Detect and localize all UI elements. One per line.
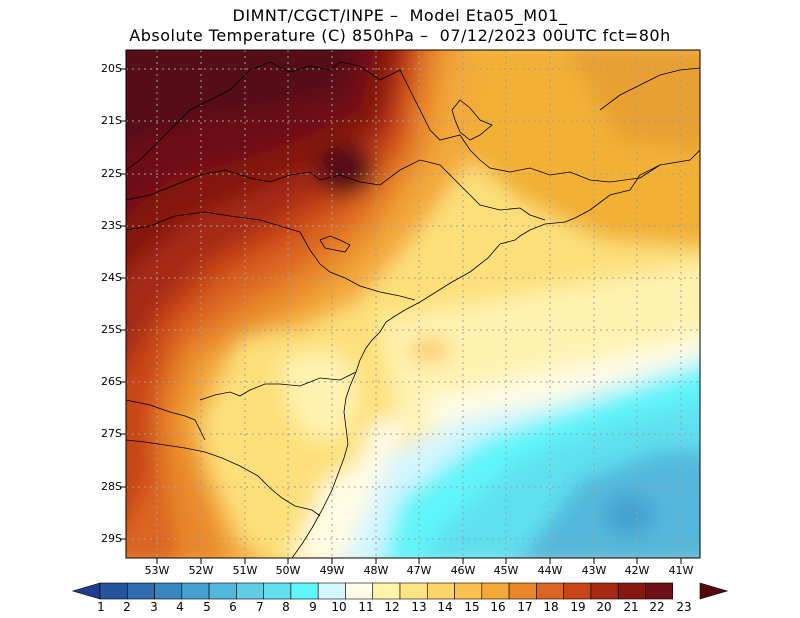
map-title-line-2: Absolute Temperature (C) 850hPa – 07/12/…: [129, 26, 671, 45]
colorbar-swatch: [508, 582, 537, 600]
state-border-mg-north: [249, 61, 661, 183]
colorbar-label: 4: [176, 600, 184, 614]
colorbar-label: 1: [97, 600, 105, 614]
state-border-sp-pr: [126, 211, 416, 301]
lat-label-28s: 28S: [101, 480, 122, 493]
colorbar-label: 5: [203, 600, 211, 614]
colorbar-swatch: [99, 582, 128, 600]
colorbar-swatch: [563, 582, 592, 600]
colorbar-label: 16: [490, 600, 506, 614]
colorbar-label: 2: [123, 600, 131, 614]
colorbar-label: 6: [229, 600, 237, 614]
colorbar-label: 15: [464, 600, 480, 614]
lat-label-23s: 23S: [101, 219, 122, 232]
colorbar: [71, 582, 729, 600]
temperature-field: [126, 50, 700, 558]
map-title-line-1: DIMNT/CGCT/INPE – Model Eta05_M01_: [232, 6, 568, 25]
colorbar-swatch: [317, 582, 346, 600]
lon-label-45w: 45W: [493, 564, 519, 577]
coastline: [291, 149, 700, 558]
colorbar-swatch: [263, 582, 292, 600]
colorbar-swatch: [399, 582, 428, 600]
colorbar-swatch: [426, 582, 455, 600]
colorbar-label: 10: [331, 600, 347, 614]
lon-label-41w: 41W: [668, 564, 694, 577]
colorbar-swatch: [481, 582, 510, 600]
state-border-sc-rs: [126, 439, 321, 517]
colorbar-label: 20: [596, 600, 612, 614]
colorbar-swatch: [181, 582, 210, 600]
axis-ticks: [120, 68, 682, 564]
colorbar-label: 23: [676, 600, 692, 614]
colorbar-swatch: [208, 582, 237, 600]
state-border-mg-sp: [126, 159, 546, 221]
reservoir-shape: [319, 235, 351, 253]
lat-label-20s: 20S: [101, 62, 122, 75]
national-border: [126, 399, 206, 441]
colorbar-label: 8: [282, 600, 290, 614]
lon-label-46w: 46W: [450, 564, 476, 577]
lat-label-21s: 21S: [101, 114, 122, 127]
lon-label-47w: 47W: [406, 564, 432, 577]
lon-label-43w: 43W: [581, 564, 607, 577]
colorbar-swatch: [126, 582, 155, 600]
lon-label-42w: 42W: [624, 564, 650, 577]
colorbar-swatch: [372, 582, 401, 600]
river-border-west: [126, 69, 251, 171]
colorbar-swatch: [645, 582, 674, 600]
colorbar-label: 19: [570, 600, 586, 614]
colorbar-label: 11: [358, 600, 374, 614]
map-gridlines: [126, 50, 700, 558]
colorbar-label: 13: [411, 600, 427, 614]
lon-label-49w: 49W: [319, 564, 345, 577]
colorbar-swatch: [236, 582, 264, 600]
state-border-rj: [599, 67, 700, 111]
colorbar-swatch: [536, 582, 564, 600]
state-border-pr-sc: [199, 371, 357, 401]
lat-label-29s: 29S: [101, 532, 122, 545]
lon-label-48w: 48W: [363, 564, 389, 577]
colorbar-swatch: [617, 582, 646, 600]
colorbar-swatch: [345, 582, 374, 600]
colorbar-label: 3: [150, 600, 158, 614]
colorbar-label: 7: [256, 600, 264, 614]
lon-label-51w: 51W: [232, 564, 258, 577]
lon-label-53w: 53W: [144, 564, 170, 577]
colorbar-label: 22: [649, 600, 665, 614]
lon-label-52w: 52W: [188, 564, 214, 577]
lon-label-44w: 44W: [537, 564, 563, 577]
colorbar-swatch: [454, 582, 483, 600]
lagoon-shape: [451, 99, 493, 141]
colorbar-label: 14: [437, 600, 453, 614]
colorbar-label: 21: [623, 600, 639, 614]
lat-label-22s: 22S: [101, 167, 122, 180]
colorbar-swatch: [590, 582, 619, 600]
lat-label-27s: 27S: [101, 427, 122, 440]
colorbar-swatch: [71, 582, 101, 600]
colorbar-swatch: [699, 582, 729, 600]
colorbar-label: 12: [384, 600, 400, 614]
colorbar-label: 9: [309, 600, 317, 614]
lat-label-25s: 25S: [101, 323, 122, 336]
lat-label-24s: 24S: [101, 271, 122, 284]
lat-label-26s: 26S: [101, 375, 122, 388]
colorbar-label: 17: [517, 600, 533, 614]
plot-frame: [125, 49, 701, 559]
colorbar-swatch: [290, 582, 319, 600]
colorbar-swatch: [154, 582, 183, 600]
colorbar-label: 18: [543, 600, 559, 614]
lon-label-50w: 50W: [275, 564, 301, 577]
